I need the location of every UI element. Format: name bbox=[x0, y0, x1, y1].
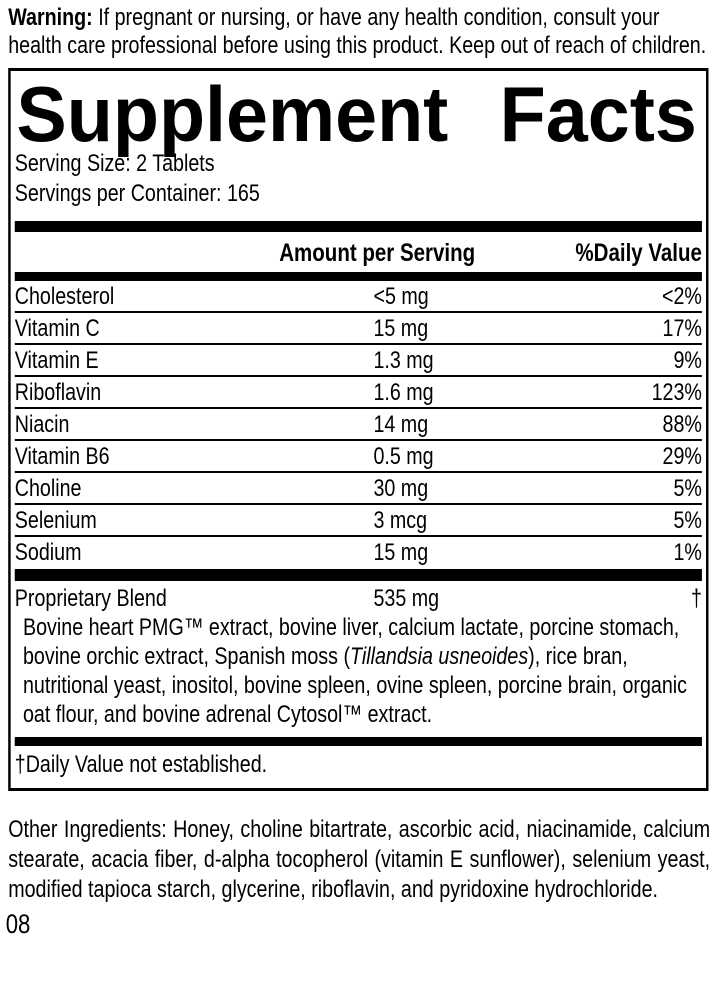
divider-bar-top bbox=[14, 221, 702, 232]
nutrient-amount: 14 mg bbox=[373, 411, 429, 438]
nutrient-name: Sodium bbox=[14, 539, 82, 566]
daily-value-footnote: †Daily Value not established. bbox=[14, 751, 268, 778]
nutrient-name: Vitamin C bbox=[14, 315, 100, 342]
nutrient-name: Vitamin B6 bbox=[14, 443, 110, 470]
nutrient-name: Cholesterol bbox=[14, 283, 115, 310]
blend-description-suffix: ), rice bran, nutritional yeast, inosito… bbox=[22, 643, 688, 728]
warning-paragraph: Warning: If pregnant or nursing, or have… bbox=[8, 4, 710, 60]
supplement-facts-panel: Supplement Facts Serving Size: 2 Tablets… bbox=[8, 68, 709, 791]
divider-bar-blend bbox=[14, 569, 702, 581]
nutrient-row: Vitamin E 1.3 mg 9% bbox=[14, 343, 702, 375]
nutrient-row: Vitamin B6 0.5 mg 29% bbox=[14, 439, 702, 471]
page-code: 08 bbox=[5, 909, 31, 939]
nutrient-table: Cholesterol <5 mg <2% Vitamin C 15 mg 17% Vita… bbox=[14, 281, 702, 567]
nutrient-row: Selenium 3 mcg 5% bbox=[14, 503, 702, 535]
warning-label: Warning: bbox=[8, 4, 93, 31]
nutrient-amount: 0.5 mg bbox=[373, 443, 434, 470]
servings-per-container: Servings per Container: 165 bbox=[14, 180, 260, 207]
nutrient-amount: 15 mg bbox=[373, 315, 429, 342]
divider-bar-header bbox=[14, 272, 702, 281]
proprietary-blend-amount: 535 mg bbox=[373, 585, 440, 612]
nutrient-amount: 30 mg bbox=[373, 475, 429, 502]
nutrient-name: Riboflavin bbox=[14, 379, 102, 406]
nutrient-row: Riboflavin 1.6 mg 123% bbox=[14, 375, 702, 407]
nutrient-name: Choline bbox=[14, 475, 82, 502]
proprietary-blend-row: Proprietary Blend 535 mg † bbox=[15, 583, 702, 613]
nutrient-row: Vitamin C 15 mg 17% bbox=[14, 311, 702, 343]
nutrient-amount: 15 mg bbox=[373, 539, 429, 566]
nutrient-row: Choline 30 mg 5% bbox=[14, 471, 702, 503]
nutrient-name: Niacin bbox=[14, 411, 70, 438]
nutrient-daily-value: <2% bbox=[661, 283, 702, 310]
nutrient-daily-value: 88% bbox=[662, 411, 702, 438]
proprietary-blend-name: Proprietary Blend bbox=[14, 585, 167, 612]
nutrient-name: Selenium bbox=[14, 507, 97, 534]
nutrient-daily-value: 9% bbox=[673, 347, 702, 374]
nutrient-amount: 3 mcg bbox=[373, 507, 428, 534]
column-header-row: Amount per Serving %Daily Value bbox=[15, 232, 702, 272]
other-ingredients: Other Ingredients: Honey, choline bitart… bbox=[8, 816, 711, 903]
nutrient-amount: 1.6 mg bbox=[373, 379, 434, 406]
proprietary-blend-description: Bovine heart PMG™ extract, bovine liver,… bbox=[15, 613, 702, 731]
serving-size: Serving Size: 2 Tablets bbox=[14, 150, 215, 177]
nutrient-daily-value: 1% bbox=[673, 539, 702, 566]
blend-description-prefix: Bovine heart PMG™ extract, bovine liver,… bbox=[22, 614, 680, 670]
nutrient-daily-value: 17% bbox=[662, 315, 702, 342]
nutrient-daily-value: 5% bbox=[673, 475, 702, 502]
blend-description-species: Tillandsia usneoides bbox=[350, 643, 529, 670]
nutrient-name: Vitamin E bbox=[14, 347, 99, 374]
nutrient-row: Sodium 15 mg 1% bbox=[14, 535, 702, 567]
divider-bar-footnote bbox=[14, 737, 702, 746]
nutrient-daily-value: 123% bbox=[651, 379, 702, 406]
title-word-facts: Facts bbox=[499, 70, 697, 158]
column-header-daily-value: %Daily Value bbox=[575, 239, 702, 267]
title-word-supplement: Supplement bbox=[16, 70, 449, 158]
nutrient-amount: 1.3 mg bbox=[373, 347, 434, 374]
warning-body: If pregnant or nursing, or have any heal… bbox=[8, 4, 707, 59]
label-page: Warning: If pregnant or nursing, or have… bbox=[0, 4, 720, 939]
nutrient-daily-value: 29% bbox=[662, 443, 702, 470]
column-header-amount: Amount per Serving bbox=[279, 239, 476, 267]
nutrient-row: Cholesterol <5 mg <2% bbox=[15, 281, 702, 311]
panel-title: Supplement Facts bbox=[16, 70, 697, 158]
nutrient-daily-value: 5% bbox=[673, 507, 702, 534]
nutrient-row: Niacin 14 mg 88% bbox=[14, 407, 702, 439]
proprietary-blend-daily-value: † bbox=[690, 585, 702, 612]
nutrient-amount: <5 mg bbox=[373, 283, 429, 310]
